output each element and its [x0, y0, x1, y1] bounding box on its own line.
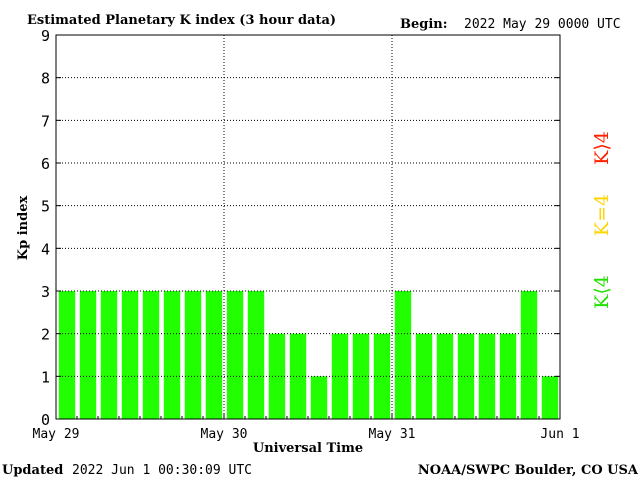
- y-tick-label: 9: [41, 27, 50, 45]
- kp-bar: [184, 291, 202, 419]
- kp-bar: [457, 333, 475, 419]
- kp-color-legend: K⟩4 K=4 K⟨4: [591, 131, 613, 309]
- x-axis-label: Universal Time: [253, 441, 363, 456]
- kp-bar: [79, 291, 97, 419]
- updated-label: Updated: [2, 463, 63, 478]
- y-tick-label: 8: [41, 70, 50, 88]
- y-tick-label: 0: [41, 411, 50, 429]
- kp-bar: [58, 291, 76, 419]
- kp-bar: [100, 291, 118, 419]
- begin-label: Begin:: [400, 17, 448, 32]
- x-tick-label: Jun 1: [540, 427, 579, 442]
- y-tick-label: 4: [41, 240, 50, 258]
- kp-bar: [436, 333, 454, 419]
- kp-bar: [205, 291, 223, 419]
- y-tick-label: 2: [41, 326, 50, 344]
- x-tick-label: May 30: [201, 427, 248, 442]
- x-axis-ticks: May 29 May 30 May 31 Jun 1: [33, 413, 580, 442]
- kp-bar: [310, 376, 328, 419]
- y-tick-label: 7: [41, 112, 50, 130]
- begin-value: 2022 May 29 0000 UTC: [464, 17, 621, 32]
- legend-k-less-4: K⟨4: [591, 275, 613, 309]
- y-tick-label: 1: [41, 368, 50, 386]
- kp-bar: [394, 291, 412, 419]
- kp-bar: [121, 291, 139, 419]
- credit-text: NOAA/SWPC Boulder, CO USA: [418, 463, 639, 478]
- kp-bar: [541, 376, 559, 419]
- kp-bar: [520, 291, 538, 419]
- kp-bar: [163, 291, 181, 419]
- x-tick-label: May 29: [33, 427, 80, 442]
- kp-bar: [268, 333, 286, 419]
- kp-bar: [415, 333, 433, 419]
- chart-title: Estimated Planetary K index (3 hour data…: [27, 13, 336, 28]
- y-axis-ticks: 0 1 2 3 4 5 6 7 8 9: [41, 27, 560, 429]
- y-tick-label: 6: [41, 155, 50, 173]
- kp-bar: [499, 333, 517, 419]
- updated-value: 2022 Jun 1 00:30:09 UTC: [72, 463, 252, 478]
- kp-bar: [478, 333, 496, 419]
- y-axis-label: Kp index: [16, 196, 31, 261]
- kp-bar: [373, 333, 391, 419]
- grid-lines: [56, 35, 560, 419]
- kp-bar: [289, 333, 307, 419]
- y-tick-label: 5: [41, 198, 50, 216]
- y-tick-label: 3: [41, 283, 50, 301]
- kp-bar: [247, 291, 265, 419]
- kp-bar: [352, 333, 370, 419]
- legend-k-equal-4: K=4: [591, 194, 613, 236]
- legend-k-greater-4: K⟩4: [591, 131, 613, 165]
- bars-group: [58, 291, 559, 419]
- x-tick-label: May 31: [369, 427, 416, 442]
- kp-bar: [142, 291, 160, 419]
- kp-bar: [331, 333, 349, 419]
- kp-bar: [226, 291, 244, 419]
